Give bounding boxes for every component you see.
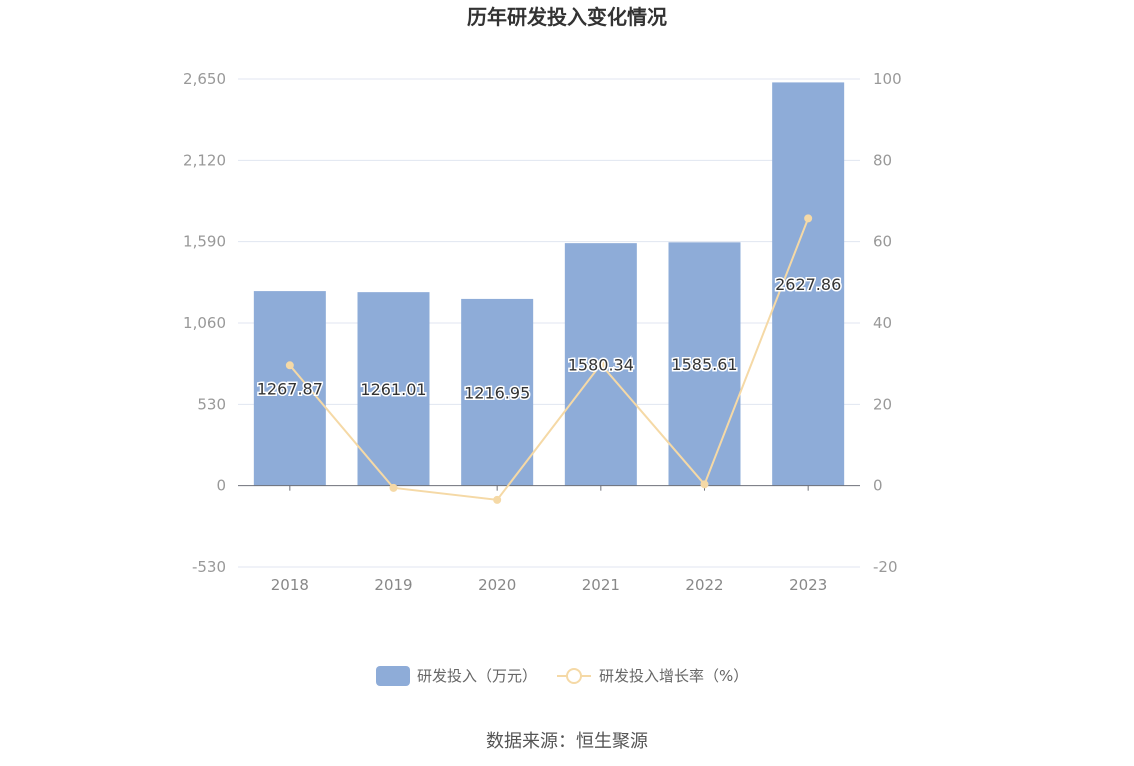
legend-bar-label[interactable]: 研发投入（万元） bbox=[417, 667, 537, 685]
line-series bbox=[285, 214, 813, 504]
bar bbox=[668, 242, 741, 486]
y-left-tick-label: 2,650 bbox=[183, 70, 226, 88]
y-left-tick-label: 530 bbox=[197, 395, 226, 413]
y-right-tick-label: 20 bbox=[873, 395, 892, 413]
data-labels: 1267.87 1261.01 1216.95 1580.34 1585.61 2627.… bbox=[255, 274, 843, 404]
x-tick-label: 2022 bbox=[685, 576, 723, 594]
y-right-tick-label: 60 bbox=[873, 233, 892, 251]
x-tick-label: 2023 bbox=[789, 576, 827, 594]
y-right-tick-label: -20 bbox=[873, 558, 898, 576]
line-point bbox=[596, 360, 605, 369]
bar bbox=[357, 292, 430, 486]
chart-title: 历年研发投入变化情况 bbox=[467, 5, 667, 29]
y-left-tick-label: 2,120 bbox=[183, 151, 226, 169]
legend-line-label[interactable]: 研发投入增长率（%） bbox=[599, 667, 748, 685]
y-right-tick-label: 100 bbox=[873, 70, 902, 88]
bar bbox=[253, 291, 326, 486]
y-right-tick-label: 40 bbox=[873, 314, 892, 332]
bar-data-label: 2627.86 bbox=[775, 275, 841, 294]
grid-lines bbox=[238, 78, 860, 568]
growth-line bbox=[289, 218, 810, 501]
line-point bbox=[493, 495, 502, 504]
line-point bbox=[285, 361, 294, 370]
bar-data-label: 1216.95 bbox=[464, 383, 530, 402]
y-right-tick-label: 0 bbox=[873, 477, 883, 495]
x-tick-label: 2018 bbox=[271, 576, 309, 594]
bar bbox=[772, 82, 845, 486]
bar bbox=[461, 298, 534, 486]
bar-data-label: 1585.61 bbox=[671, 355, 737, 374]
bar-data-label: 1261.01 bbox=[360, 380, 426, 399]
y-left-tick-label: 1,590 bbox=[183, 233, 226, 251]
line-point bbox=[700, 480, 709, 489]
bar-data-label: 1267.87 bbox=[257, 379, 323, 398]
line-point bbox=[804, 214, 813, 223]
bar-series bbox=[253, 82, 845, 486]
x-tick-label: 2020 bbox=[478, 576, 516, 594]
x-tick-label: 2019 bbox=[374, 576, 412, 594]
bar-data-label: 1580.34 bbox=[568, 355, 634, 374]
legend-bar-swatch bbox=[376, 666, 410, 686]
y-right-tick-label: 80 bbox=[873, 151, 892, 169]
legend-line-marker bbox=[566, 668, 582, 684]
line-point bbox=[389, 483, 398, 492]
legend[interactable]: 研发投入（万元） 研发投入增长率（%） bbox=[376, 666, 748, 686]
source-note: 数据来源：恒生聚源 bbox=[486, 731, 648, 752]
x-tick-label: 2021 bbox=[582, 576, 620, 594]
axes: -530 -20 0 0 530 20 1,060 40 1,590 60 2,120 80 2,650… bbox=[183, 70, 902, 594]
y-left-tick-label: 0 bbox=[216, 477, 226, 495]
y-left-tick-label: 1,060 bbox=[183, 314, 226, 332]
y-left-tick-label: -530 bbox=[192, 558, 226, 576]
